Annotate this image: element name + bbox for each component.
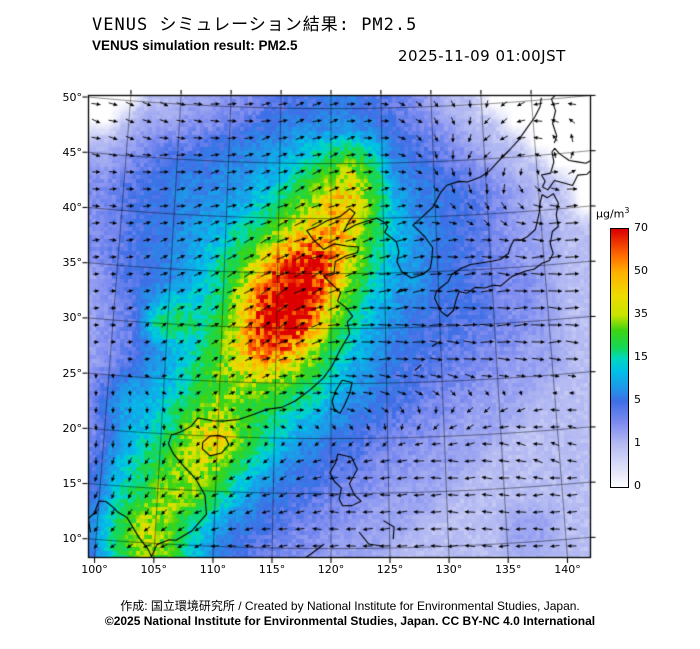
lon-tick-label: 115°: [258, 563, 286, 576]
lon-tick-label: 110°: [199, 563, 227, 576]
colorbar-tick-label: 1: [634, 436, 641, 449]
footer-credit: 作成: 国立環境研究所 / Created by National Instit…: [120, 599, 580, 613]
lon-tick-label: 135°: [494, 563, 522, 576]
lon-tick-label: 120°: [317, 563, 345, 576]
lat-tick-label: 10°: [62, 532, 83, 546]
lat-tick-label: 20°: [62, 421, 83, 435]
lon-tick-label: 140°: [554, 563, 581, 576]
lat-tick-label: 25°: [62, 366, 83, 380]
lon-tick-label: 100°: [81, 563, 108, 576]
lat-tick-label: 30°: [62, 311, 83, 325]
lat-tick-label: 45°: [62, 145, 83, 159]
colorbar-tick-label: 70: [634, 221, 648, 234]
colorbar-tick-label: 0: [634, 479, 641, 492]
lon-tick-label: 105°: [140, 563, 168, 576]
lat-tick-label: 15°: [62, 477, 83, 491]
colorbar-unit-exponent: 3: [624, 206, 630, 215]
lon-tick-label: 130°: [435, 563, 463, 576]
colorbar-tick-label: 50: [634, 264, 648, 277]
colorbar: [610, 228, 629, 488]
lon-tick-label: 125°: [376, 563, 404, 576]
lat-tick-label: 50°: [62, 90, 83, 104]
lat-tick-label: 35°: [62, 256, 83, 270]
footer-copyright: ©2025 National Institute for Environment…: [104, 614, 596, 628]
colorbar-unit-label: µg/m3: [596, 206, 630, 221]
colorbar-tick-label: 15: [634, 350, 648, 363]
colorbar-unit-main: µg/m: [596, 207, 625, 221]
colorbar-tick-label: 5: [634, 393, 641, 406]
colorbar-tick-label: 35: [634, 307, 648, 320]
lat-tick-label: 40°: [62, 200, 83, 214]
